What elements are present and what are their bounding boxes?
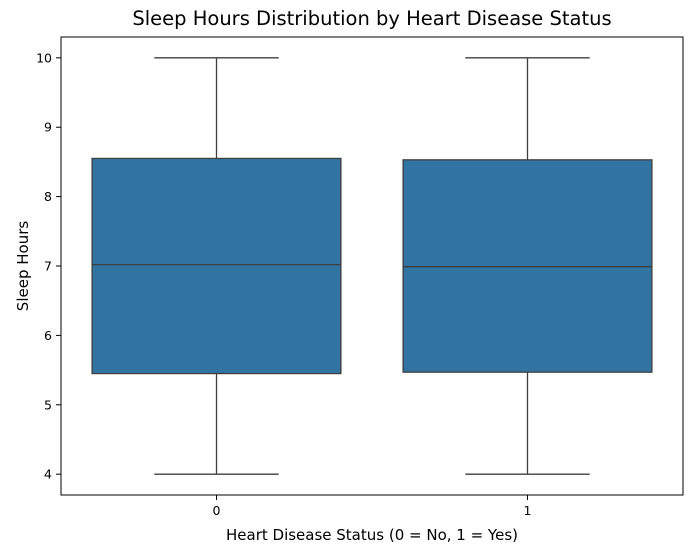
x-tick-label: 0 — [213, 503, 221, 518]
y-tick-label: 5 — [44, 397, 52, 412]
x-axis-label: Heart Disease Status (0 = No, 1 = Yes) — [226, 526, 518, 544]
box-0 — [91, 57, 342, 475]
y-tick-label: 6 — [44, 328, 52, 343]
y-tick-label: 10 — [36, 50, 52, 65]
y-tick-label: 7 — [44, 259, 52, 274]
iqr-box — [91, 157, 342, 375]
y-tick-label: 8 — [44, 189, 52, 204]
chart-title: Sleep Hours Distribution by Heart Diseas… — [132, 7, 611, 30]
y-axis-label: Sleep Hours — [14, 221, 32, 312]
y-tick-label: 4 — [44, 467, 52, 482]
iqr-box — [402, 159, 653, 373]
y-tick-label: 9 — [44, 120, 52, 135]
x-tick-label: 1 — [524, 503, 532, 518]
plot-area — [91, 57, 653, 475]
axes: 4 5 6 7 8 9 10 0 1 — [36, 36, 684, 518]
box-1 — [402, 57, 653, 475]
